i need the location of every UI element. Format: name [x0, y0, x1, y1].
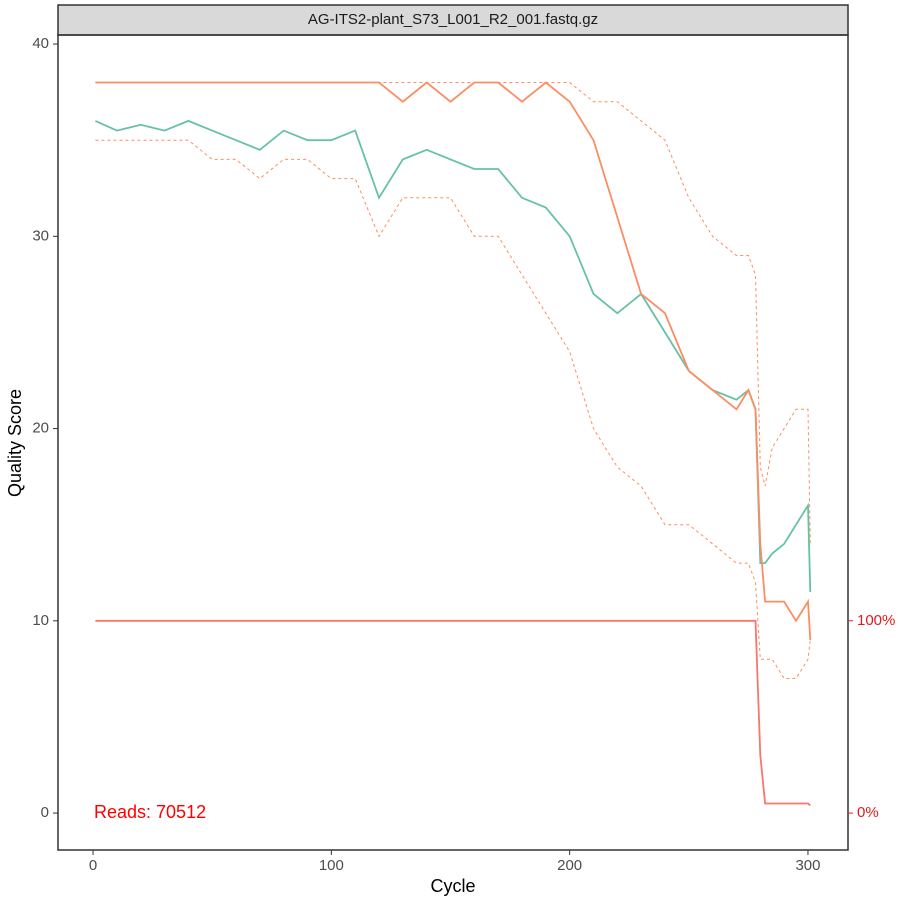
- y-tick-label: 40: [32, 35, 49, 52]
- y2-tick-label: 0%: [857, 804, 879, 821]
- annotation: Reads: 70512: [94, 802, 206, 822]
- y-tick-label: 30: [32, 227, 49, 244]
- series-line: [95, 119, 812, 593]
- series-line: [95, 619, 811, 807]
- y-tick-label: 20: [32, 420, 49, 437]
- x-axis-title: Cycle: [430, 876, 475, 896]
- series-line: [95, 82, 811, 544]
- chart-title: AG-ITS2-plant_S73_L001_R2_001.fastq.gz: [308, 11, 598, 28]
- x-tick-label: 0: [89, 857, 97, 874]
- y-axis-title: Quality Score: [5, 389, 25, 497]
- x-tick-label: 300: [795, 857, 820, 874]
- series-line: [95, 81, 812, 641]
- y-tick-label: 10: [32, 612, 49, 629]
- y2-tick-label: 100%: [857, 612, 895, 629]
- strip: [57, 4, 849, 36]
- x-tick-label: 200: [557, 857, 582, 874]
- x-tick-label: 100: [319, 857, 344, 874]
- y-tick-label: 0: [41, 804, 49, 821]
- panel: [57, 34, 849, 851]
